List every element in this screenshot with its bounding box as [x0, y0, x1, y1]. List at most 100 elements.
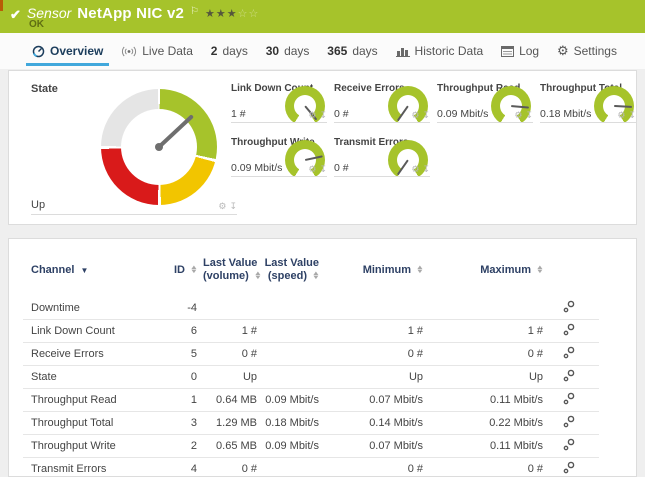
- channel-settings-icon[interactable]: [563, 392, 575, 408]
- mini-gauge-dial: [285, 86, 325, 126]
- mini-gauge-value: 0 #: [334, 162, 349, 174]
- gear-icon[interactable]: ⚙: [411, 164, 420, 174]
- mini-gauge-panel-throughput-total: Throughput Total 0.18 Mbit/s ⚙ ↧: [540, 77, 636, 129]
- mini-gauge-panel-transmit-errors: Transmit Errors 0 # ⚙ ↧: [334, 131, 430, 183]
- pin-icon[interactable]: ↧: [319, 110, 327, 120]
- last-value-speed: [263, 297, 325, 320]
- last-value-speed: [263, 365, 325, 389]
- mini-gauge-title: Throughput Total: [540, 83, 623, 94]
- table-row: Downtime -4: [23, 297, 599, 320]
- tab-2-days[interactable]: 2 days: [209, 33, 250, 69]
- state-gauge: [101, 89, 217, 205]
- mini-gauge-dial: [491, 86, 531, 126]
- tab-historic-data[interactable]: Historic Data: [394, 33, 486, 69]
- pin-icon[interactable]: ↧: [628, 110, 636, 120]
- channel-settings-icon[interactable]: [563, 438, 575, 454]
- channel-name[interactable]: Throughput Read: [23, 388, 171, 412]
- tab-log[interactable]: Log: [499, 33, 541, 69]
- mini-gauge-value: 1 #: [231, 108, 246, 120]
- gear-icon[interactable]: ⚙: [617, 110, 626, 120]
- gauge-icon: [32, 45, 45, 58]
- last-value-speed: 0.09 Mbit/s: [263, 388, 325, 412]
- channel-maximum: 0.11 Mbit/s: [429, 434, 549, 458]
- channel-name[interactable]: Throughput Write: [23, 434, 171, 458]
- mini-gauge-dial: [285, 140, 325, 180]
- log-icon: [501, 45, 515, 57]
- tab-live-data[interactable]: Live Data: [119, 33, 195, 69]
- channel-name[interactable]: Link Down Count: [23, 319, 171, 343]
- channel-settings-icon[interactable]: [563, 346, 575, 362]
- last-value-volume: [203, 297, 263, 320]
- last-value-speed: [263, 319, 325, 343]
- tab-label: Live Data: [142, 44, 193, 58]
- mini-gauge-panel-throughput-read: Throughput Read 0.09 Mbit/s ⚙ ↧: [437, 77, 533, 129]
- column-header-last-value-speed-[interactable]: Last Value (speed) ▲ ▼: [264, 257, 321, 282]
- tab-label: days: [222, 44, 248, 58]
- last-value-speed: [263, 342, 325, 366]
- sorted-desc-icon: ▼: [80, 265, 89, 275]
- channel-name[interactable]: Throughput Total: [23, 411, 171, 435]
- pin-icon[interactable]: ↧: [422, 164, 430, 174]
- star-empty-icon[interactable]: ☆☆: [237, 8, 260, 20]
- channel-id: 1: [171, 388, 203, 412]
- mini-gauge-title: Transmit Errors: [334, 137, 409, 148]
- tab-overview[interactable]: Overview: [25, 33, 110, 69]
- channel-maximum: [429, 297, 549, 320]
- gear-icon[interactable]: ⚙: [514, 110, 523, 120]
- channel-name[interactable]: Receive Errors: [23, 342, 171, 366]
- star-filled-icon[interactable]: ★★★: [205, 8, 238, 20]
- mini-gauge-value: 0.18 Mbit/s: [540, 108, 592, 120]
- priority-stars[interactable]: ★★★☆☆: [205, 7, 259, 20]
- last-value-volume: 1 #: [203, 319, 263, 343]
- chart-icon: [395, 46, 410, 57]
- channel-id: 6: [171, 319, 203, 343]
- channel-name[interactable]: State: [23, 365, 171, 389]
- gear-icon[interactable]: ⚙: [411, 110, 420, 120]
- pin-icon[interactable]: ↧: [319, 164, 327, 174]
- sort-icon: ▲ ▼: [415, 264, 425, 275]
- column-header-maximum[interactable]: Maximum ▲ ▼: [480, 263, 545, 276]
- mini-gauge-value: 0 #: [334, 108, 349, 120]
- tab-settings[interactable]: ⚙ Settings: [555, 33, 619, 69]
- tab-number: 2: [210, 44, 218, 58]
- tab-label: days: [352, 44, 378, 58]
- last-value-volume: 0 #: [203, 457, 263, 477]
- pin-icon[interactable]: ↧: [525, 110, 533, 120]
- state-value: Up: [31, 199, 46, 211]
- channel-id: -4: [187, 302, 197, 314]
- mini-gauge-dial: [388, 86, 428, 126]
- channel-settings-icon[interactable]: [563, 323, 575, 339]
- channel-name[interactable]: Transmit Errors: [23, 457, 171, 477]
- tab-label: Historic Data: [414, 44, 484, 58]
- gear-icon[interactable]: ⚙: [218, 201, 227, 211]
- gear-icon[interactable]: ⚙: [308, 110, 317, 120]
- channel-id: 0: [171, 365, 203, 389]
- tab-365-days[interactable]: 365 days: [325, 33, 379, 69]
- column-header-last-value-volume-[interactable]: Last Value (volume) ▲ ▼: [203, 257, 263, 282]
- table-row: Throughput Read 1 0.64 MB 0.09 Mbit/s 0.07 M…: [23, 388, 599, 412]
- channel-settings-icon[interactable]: [563, 415, 575, 431]
- tab-label: Settings: [573, 44, 617, 58]
- mini-gauge-title: Throughput Read: [437, 83, 521, 94]
- table-row: Transmit Errors 4 0 #0 #0 #: [23, 457, 599, 477]
- tab-30-days[interactable]: 30 days: [264, 33, 312, 69]
- column-header-channel[interactable]: Channel ▼: [31, 263, 89, 276]
- column-header-id[interactable]: ID ▲ ▼: [173, 263, 199, 276]
- mini-gauge-title: Receive Errors: [334, 83, 405, 94]
- channel-maximum: 0 #: [429, 342, 549, 366]
- column-header-minimum[interactable]: Minimum ▲ ▼: [362, 263, 425, 276]
- channel-settings-icon[interactable]: [563, 461, 575, 477]
- channel-maximum: 1 #: [429, 319, 549, 343]
- channel-minimum: 0.07 Mbit/s: [325, 388, 429, 412]
- channel-settings-icon[interactable]: [563, 300, 575, 316]
- priority-flag-icon[interactable]: ⚐: [190, 6, 200, 17]
- pin-icon[interactable]: ↧: [229, 201, 237, 211]
- state-gauge-hub: [155, 143, 163, 151]
- pin-icon[interactable]: ↧: [422, 110, 430, 120]
- channel-name[interactable]: Downtime: [31, 302, 80, 314]
- channel-settings-icon[interactable]: [563, 369, 575, 385]
- channel-minimum: 0.14 Mbit/s: [325, 411, 429, 435]
- channel-minimum: [325, 297, 429, 320]
- sensor-status-bar: ✔ Sensor NetApp NIC v2 ⚐ ★★★☆☆ OK: [0, 0, 645, 33]
- gear-icon[interactable]: ⚙: [308, 164, 317, 174]
